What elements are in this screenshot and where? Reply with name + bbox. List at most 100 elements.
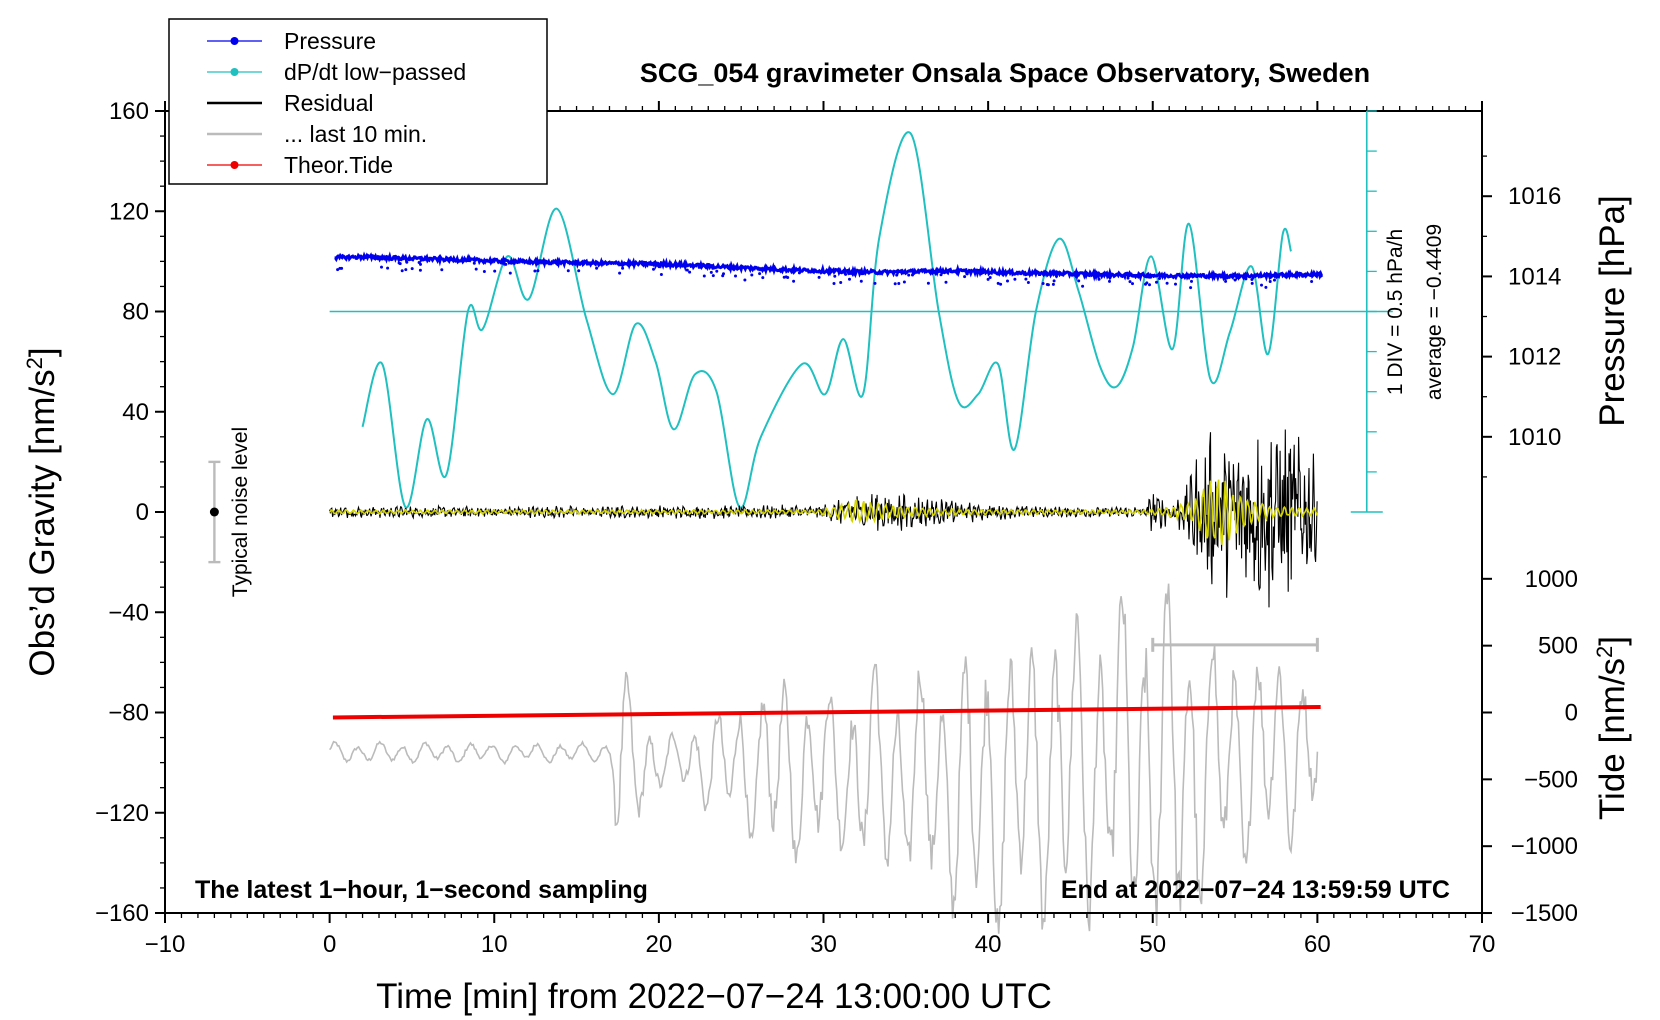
- pressure-point: [1093, 275, 1097, 279]
- x-tick-label: 60: [1304, 931, 1331, 958]
- pressure-point: [1128, 280, 1132, 284]
- pressure-point: [1165, 281, 1169, 285]
- pressure-point: [380, 265, 383, 269]
- pressure-point: [911, 273, 914, 277]
- y-tick-label: 40: [122, 399, 149, 426]
- pressure-point: [833, 274, 837, 278]
- pressure-point: [839, 281, 843, 284]
- pressure-tick-label: 1016: [1508, 183, 1561, 210]
- pressure-point: [685, 268, 689, 272]
- y-axis-label-gravity: Obs’d Gravity [nm/s2]: [22, 347, 63, 676]
- pressure-point: [618, 271, 622, 275]
- pressure-point: [734, 274, 737, 278]
- pressure-point: [536, 269, 540, 273]
- tide-tick-label: 500: [1538, 633, 1578, 660]
- pressure-point: [1260, 283, 1263, 287]
- legend-label: dP/dt low−passed: [284, 59, 466, 85]
- pressure-point: [482, 270, 486, 273]
- x-tick-label: 10: [481, 931, 508, 958]
- pressure-point: [400, 269, 404, 273]
- pressure-point: [897, 282, 901, 285]
- pressure-point: [1041, 282, 1045, 285]
- legend-swatch-dot: [230, 161, 239, 169]
- annotation-layer: [208, 110, 1383, 652]
- y-tick-label: −40: [108, 599, 149, 626]
- pressure-point: [398, 262, 402, 266]
- pressure-point: [832, 282, 836, 285]
- pressure-point: [688, 270, 692, 274]
- pressure-point: [1013, 277, 1017, 281]
- tide-tick-label: 0: [1565, 700, 1578, 727]
- y-tick-label: −160: [95, 900, 149, 927]
- pressure-point: [1097, 277, 1101, 281]
- pressure-point: [999, 282, 1003, 286]
- pressure-point: [1108, 279, 1111, 283]
- pressure-point: [577, 269, 581, 273]
- pressure-point: [893, 282, 897, 286]
- pressure-point: [784, 275, 788, 279]
- average-label: average = −0.4409: [1423, 224, 1446, 400]
- ticks-layer: −10 0 10 20 30 40 50 60 70 160 120 80 40 0 −40 −80 −120 −…: [95, 98, 1578, 958]
- bottom-left-note: The latest 1−hour, 1−second sampling: [195, 876, 648, 904]
- pressure-point: [508, 271, 512, 275]
- div-scale-label: 1 DIV = 0.5 hPa/h: [1384, 229, 1407, 395]
- theor-tide-line: [332, 705, 1321, 720]
- pressure-point: [1126, 276, 1130, 280]
- pressure-point: [907, 273, 911, 277]
- pressure-point: [595, 266, 599, 270]
- tide-tick-label: 1000: [1525, 566, 1578, 593]
- pressure-point: [472, 261, 476, 265]
- legend-label: Theor.Tide: [284, 152, 393, 178]
- pressure-point: [1024, 277, 1028, 281]
- residual-line: [329, 429, 1318, 608]
- pressure-point: [721, 274, 725, 278]
- pressure-point: [1052, 279, 1056, 283]
- y-tick-label: −120: [95, 800, 149, 827]
- pressure-point: [758, 272, 762, 276]
- y-tick-label: 120: [109, 198, 149, 225]
- pressure-point: [533, 269, 537, 273]
- pressure-point: [817, 275, 821, 279]
- pressure-point: [1224, 279, 1228, 283]
- pressure-point: [1158, 277, 1161, 280]
- pressure-point: [566, 269, 570, 273]
- pressure-point: [702, 274, 706, 278]
- pressure-point: [797, 271, 801, 275]
- pressure-point: [652, 267, 655, 271]
- pressure-point: [1310, 280, 1314, 283]
- pressure-point: [440, 268, 444, 272]
- pressure-point: [761, 276, 765, 280]
- y-axis-label-tide: Tide [nm/s2]: [1592, 636, 1633, 820]
- pressure-point: [410, 267, 414, 271]
- pressure-point: [621, 266, 625, 270]
- pressure-point: [844, 272, 848, 276]
- pressure-point: [336, 268, 340, 272]
- x-tick-label: 50: [1139, 931, 1166, 958]
- pressure-point: [895, 273, 899, 277]
- pressure-point: [404, 268, 408, 272]
- y-tick-label: −80: [108, 700, 149, 727]
- pressure-point: [418, 268, 422, 272]
- y-tick-label: 0: [136, 499, 149, 526]
- last-10-min-line: [328, 583, 1319, 934]
- pressure-point: [848, 277, 851, 281]
- legend-label: ... last 10 min.: [284, 121, 427, 147]
- x-tick-label: 0: [323, 931, 336, 958]
- x-tick-label: −10: [145, 931, 186, 958]
- pressure-point: [1223, 277, 1227, 281]
- pressure-point: [1264, 285, 1268, 289]
- legend-box: [168, 18, 548, 185]
- legend-label: Residual: [284, 90, 374, 116]
- pressure-point: [405, 260, 409, 264]
- series-layer: [328, 131, 1393, 934]
- pressure-point: [1233, 278, 1237, 282]
- pressure-point: [1250, 278, 1254, 281]
- pressure-point: [711, 274, 715, 278]
- pressure-point: [1148, 283, 1151, 287]
- noise-level-label: Typical noise level: [229, 427, 252, 597]
- legend-swatch-dot: [230, 37, 239, 45]
- residual-filtered-line: [328, 479, 1319, 545]
- x-tick-label: 70: [1469, 931, 1496, 958]
- pressure-tick-label: 1012: [1508, 344, 1561, 371]
